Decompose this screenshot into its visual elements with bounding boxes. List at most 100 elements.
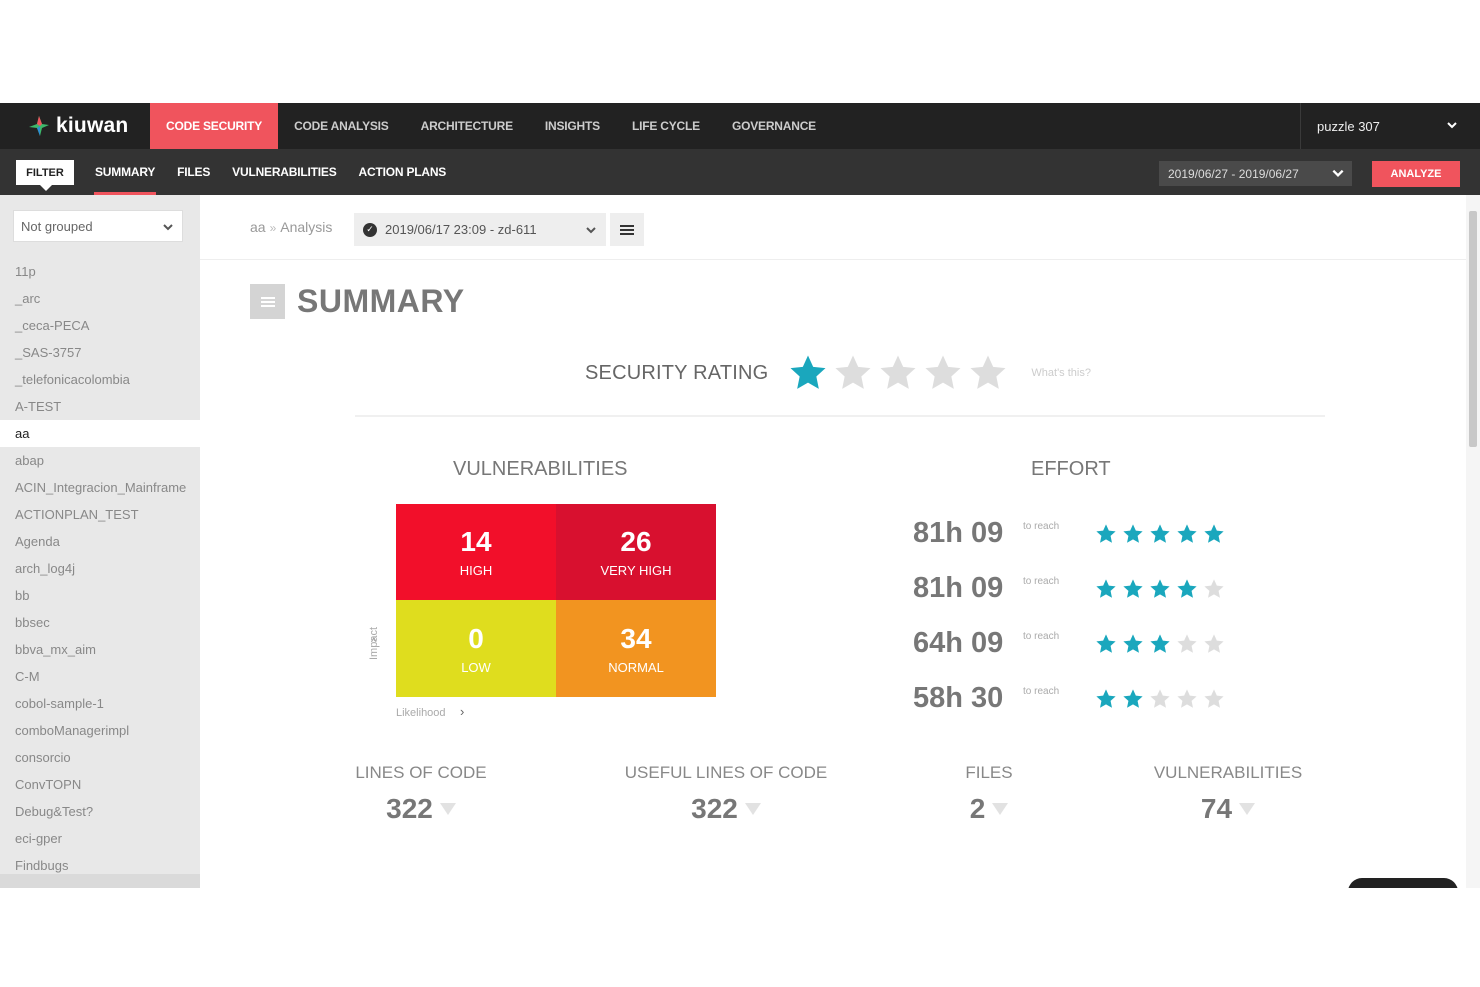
matrix-cell-count: 26 xyxy=(620,526,652,557)
matrix-cell[interactable]: 14 HIGH xyxy=(396,504,556,600)
analysis-menu-button[interactable] xyxy=(610,213,644,246)
star-filled-icon xyxy=(1123,633,1143,653)
sidebar-app-item[interactable]: bbsec xyxy=(15,615,50,630)
effort-reach-label: to reach xyxy=(1023,576,1060,587)
summary-document-icon xyxy=(250,284,285,319)
security-rating-label: SECURITY RATING xyxy=(585,361,769,384)
sidebar-app-item[interactable]: arch_log4j xyxy=(15,561,75,576)
metric-value: 322 xyxy=(386,793,433,824)
tab-code-analysis[interactable]: CODE ANALYSIS xyxy=(294,119,389,133)
sidebar-app-item[interactable]: abap xyxy=(15,453,44,468)
star-empty-icon xyxy=(1204,578,1224,598)
date-range-value: 2019/06/27 - 2019/06/27 xyxy=(1168,166,1299,181)
main-tabs: CODE SECURITY CODE ANALYSIS ARCHITECTURE… xyxy=(150,103,832,149)
effort-row: 58h 30 to reach xyxy=(913,682,1230,715)
matrix-cell[interactable]: 26 VERY HIGH xyxy=(556,504,716,600)
matrix-cell[interactable]: 34 NORMAL xyxy=(556,600,716,697)
effort-row: 64h 09 to reach xyxy=(913,627,1230,660)
metric-value-row[interactable]: 322 xyxy=(291,793,551,825)
sidebar-app-item[interactable]: Debug&Test? xyxy=(15,804,94,819)
filter-button[interactable]: FILTER xyxy=(16,160,74,191)
effort-title: EFFORT xyxy=(1031,458,1111,480)
app-sidebar: Not grouped 11p _arc _ceca-PECA _SAS-3757 _t… xyxy=(0,195,200,888)
tab-architecture[interactable]: ARCHITECTURE xyxy=(420,119,513,133)
tab-code-security[interactable]: CODE SECURITY xyxy=(150,103,279,149)
sidebar-footer xyxy=(0,874,200,888)
breadcrumb: aa» Analysis xyxy=(250,219,332,235)
sub-tabs: SUMMARY FILES VULNERABILITIES ACTION PLA… xyxy=(84,149,457,195)
tab-insights[interactable]: INSIGHTS xyxy=(544,119,600,133)
kiuwan-logo[interactable]: kiuwan xyxy=(28,112,128,140)
analyze-button[interactable]: ANALYZE xyxy=(1372,161,1460,187)
likelihood-axis-label: Likelihood xyxy=(396,707,446,719)
sidebar-app-item[interactable]: ConvTOPN xyxy=(15,777,82,792)
tab-vulnerabilities[interactable]: VULNERABILITIES xyxy=(232,165,337,179)
matrix-cell-label: NORMAL xyxy=(608,659,664,675)
metric-value-row[interactable]: 2 xyxy=(859,793,1119,825)
sidebar-app-item[interactable]: ACIN_Integracion_Mainframe xyxy=(15,480,187,495)
star-filled-icon xyxy=(1096,578,1116,598)
kiuwan-app: kiuwan CODE SECURITY CODE ANALYSIS ARCHI… xyxy=(0,103,1480,888)
sidebar-app-item[interactable]: cobol-sample-1 xyxy=(15,696,104,711)
sidebar-app-item[interactable]: ACTIONPLAN_TEST xyxy=(15,507,139,522)
metric-value: 74 xyxy=(1200,793,1233,824)
chevron-down-icon xyxy=(163,224,173,231)
matrix-cell-count: 14 xyxy=(460,526,492,557)
tab-life-cycle[interactable]: LIFE CYCLE xyxy=(631,119,700,133)
effort-hours: 64h 09 xyxy=(913,627,1004,659)
breadcrumb-app[interactable]: aa xyxy=(250,219,266,235)
tab-governance[interactable]: GOVERNANCE xyxy=(731,119,816,133)
sidebar-app-item[interactable]: comboManagerimpl xyxy=(15,723,130,738)
tab-summary[interactable]: SUMMARY xyxy=(84,149,166,195)
analysis-select[interactable]: ✓ 2019/06/17 23:09 - zd-611 xyxy=(354,213,606,246)
matrix-cell-label: VERY HIGH xyxy=(600,563,672,578)
scrollbar[interactable] xyxy=(1466,195,1480,888)
triangle-down-icon xyxy=(1239,803,1256,815)
chat-widget[interactable] xyxy=(1348,878,1458,888)
sidebar-app-item[interactable]: _arc xyxy=(15,291,41,306)
matrix-cell-count: 0 xyxy=(468,622,484,654)
whats-this-link[interactable]: What's this? xyxy=(1031,367,1091,379)
star-filled-icon xyxy=(1123,523,1143,543)
project-selector[interactable]: puzzle 307 xyxy=(1300,103,1480,149)
sidebar-app-item[interactable]: consorcio xyxy=(15,750,71,765)
matrix-cell[interactable]: 0 LOW xyxy=(396,600,556,697)
sidebar-app-item[interactable]: aa xyxy=(0,420,200,447)
star-empty-icon xyxy=(1204,633,1224,653)
star-empty-icon xyxy=(1177,688,1197,708)
matrix-cell-count: 34 xyxy=(620,622,652,654)
metric-value-row[interactable]: 322 xyxy=(596,793,856,825)
sidebar-app-item[interactable]: _ceca-PECA xyxy=(15,318,90,333)
sidebar-app-item[interactable]: _telefonicacolombia xyxy=(15,372,130,387)
sidebar-app-item[interactable]: A-TEST xyxy=(15,399,62,414)
metric-box: FILES 2 xyxy=(859,763,1119,825)
sidebar-app-item[interactable]: Findbugs xyxy=(15,858,69,873)
star-filled-icon xyxy=(1177,578,1197,598)
vulnerabilities-title: VULNERABILITIES xyxy=(453,458,628,480)
date-range-select[interactable]: 2019/06/27 - 2019/06/27 xyxy=(1159,161,1352,186)
star-filled-icon xyxy=(1150,523,1170,543)
triangle-down-icon xyxy=(439,803,456,815)
effort-target-stars xyxy=(1095,578,1230,600)
main-content: aa» Analysis ✓ 2019/06/17 23:09 - zd-611 … xyxy=(200,195,1466,888)
triangle-down-icon xyxy=(744,803,761,815)
breadcrumb-section[interactable]: Analysis xyxy=(280,219,333,235)
sidebar-app-item[interactable]: bb xyxy=(15,588,30,603)
tab-files[interactable]: FILES xyxy=(177,165,211,179)
section-divider xyxy=(355,415,1325,417)
application-list: 11p _arc _ceca-PECA _SAS-3757 _telefonicacol… xyxy=(0,258,200,879)
grouping-select[interactable]: Not grouped xyxy=(13,210,183,242)
sidebar-app-item[interactable]: C-M xyxy=(15,669,40,684)
sidebar-app-item[interactable]: _SAS-3757 xyxy=(15,345,82,360)
sidebar-app-item[interactable]: 11p xyxy=(15,264,36,279)
analysis-value: 2019/06/17 23:09 - zd-611 xyxy=(385,222,537,237)
star-filled-icon xyxy=(1204,523,1224,543)
sidebar-app-item[interactable]: bbva_mx_aim xyxy=(15,642,96,657)
sidebar-app-item[interactable]: eci-gper xyxy=(15,831,62,846)
metric-value-row[interactable]: 74 xyxy=(1098,793,1358,825)
sidebar-app-item[interactable]: Agenda xyxy=(15,534,60,549)
scrollbar-thumb[interactable] xyxy=(1469,211,1477,447)
tab-action-plans[interactable]: ACTION PLANS xyxy=(358,165,447,179)
breadcrumb-bar: aa» Analysis ✓ 2019/06/17 23:09 - zd-611 xyxy=(200,195,1466,260)
page-header: SUMMARY xyxy=(250,283,465,320)
